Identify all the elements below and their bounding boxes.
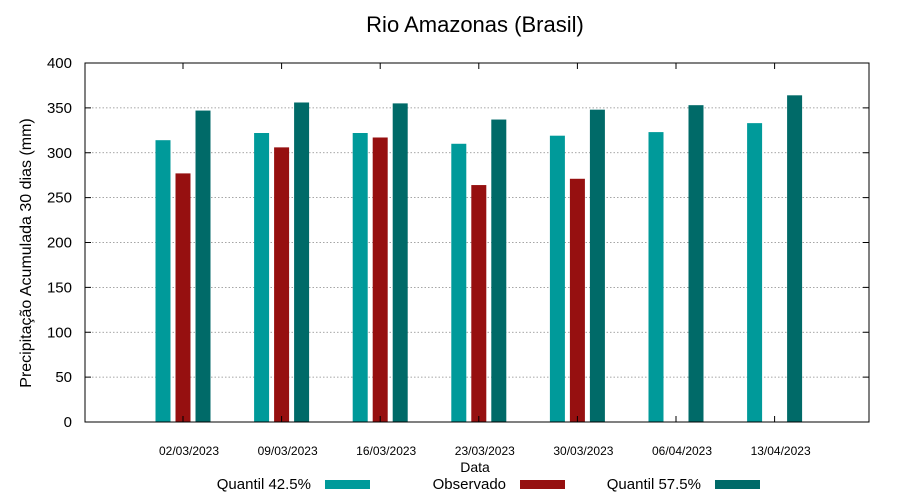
legend: Quantil 42.5% Observado Quantil 57.5% [217,476,760,493]
y-tick-label: 50 [55,369,72,386]
bar-observado-0 [175,173,191,422]
y-tick-label: 400 [47,55,72,72]
y-tick-label: 150 [47,279,72,296]
bar-observado-3 [471,185,487,422]
x-tick-label: 13/04/2023 [751,444,811,458]
legend-label: Quantil 42.5% [217,476,311,493]
bar-quantil-57-5--0 [195,110,211,422]
x-tick-label: 23/03/2023 [455,444,515,458]
bar-quantil-42-5--2 [352,133,368,422]
bar-quantil-57-5--5 [688,105,704,423]
legend-swatch [715,480,760,489]
legend-label: Quantil 57.5% [607,476,701,493]
x-axis-label: Data [460,459,490,475]
y-tick-label: 350 [47,100,72,117]
x-tick-label: 30/03/2023 [553,444,613,458]
y-tick-label: 200 [47,235,72,252]
x-tick-label: 06/04/2023 [652,444,712,458]
bar-observado-4 [569,178,585,422]
legend-label: Observado [433,476,506,493]
bars [155,95,803,423]
legend-swatch [325,480,370,489]
bar-quantil-57-5--2 [392,103,408,422]
chart-title: Rio Amazonas (Brasil) [366,12,584,37]
x-tick-label: 16/03/2023 [356,444,416,458]
bar-quantil-57-5--1 [294,102,310,423]
bar-quantil-57-5--3 [491,119,507,422]
bar-quantil-42-5--5 [648,132,664,423]
y-tick-label: 250 [47,190,72,207]
bar-quantil-42-5--4 [549,135,565,422]
x-tick-label: 09/03/2023 [258,444,318,458]
bar-quantil-57-5--4 [589,109,605,423]
x-tick-label: 02/03/2023 [159,444,219,458]
bar-observado-2 [372,137,388,422]
bar-quantil-42-5--0 [155,140,171,422]
y-tick-label: 0 [64,414,72,431]
y-tick-label: 100 [47,324,72,341]
legend-swatch [520,480,565,489]
y-tick-label: 300 [47,145,72,162]
bar-quantil-42-5--1 [254,133,270,422]
bar-quantil-42-5--3 [451,143,467,422]
bar-observado-1 [274,147,290,423]
axis-ticks: 0 50 100 150 200 250 300 350 400 02/03/2023 09/03/… [47,55,869,458]
y-axis-label: Precipitação Acumulada 30 dias (mm) [18,118,35,387]
bar-quantil-57-5--6 [787,95,803,422]
bar-quantil-42-5--6 [747,123,763,422]
